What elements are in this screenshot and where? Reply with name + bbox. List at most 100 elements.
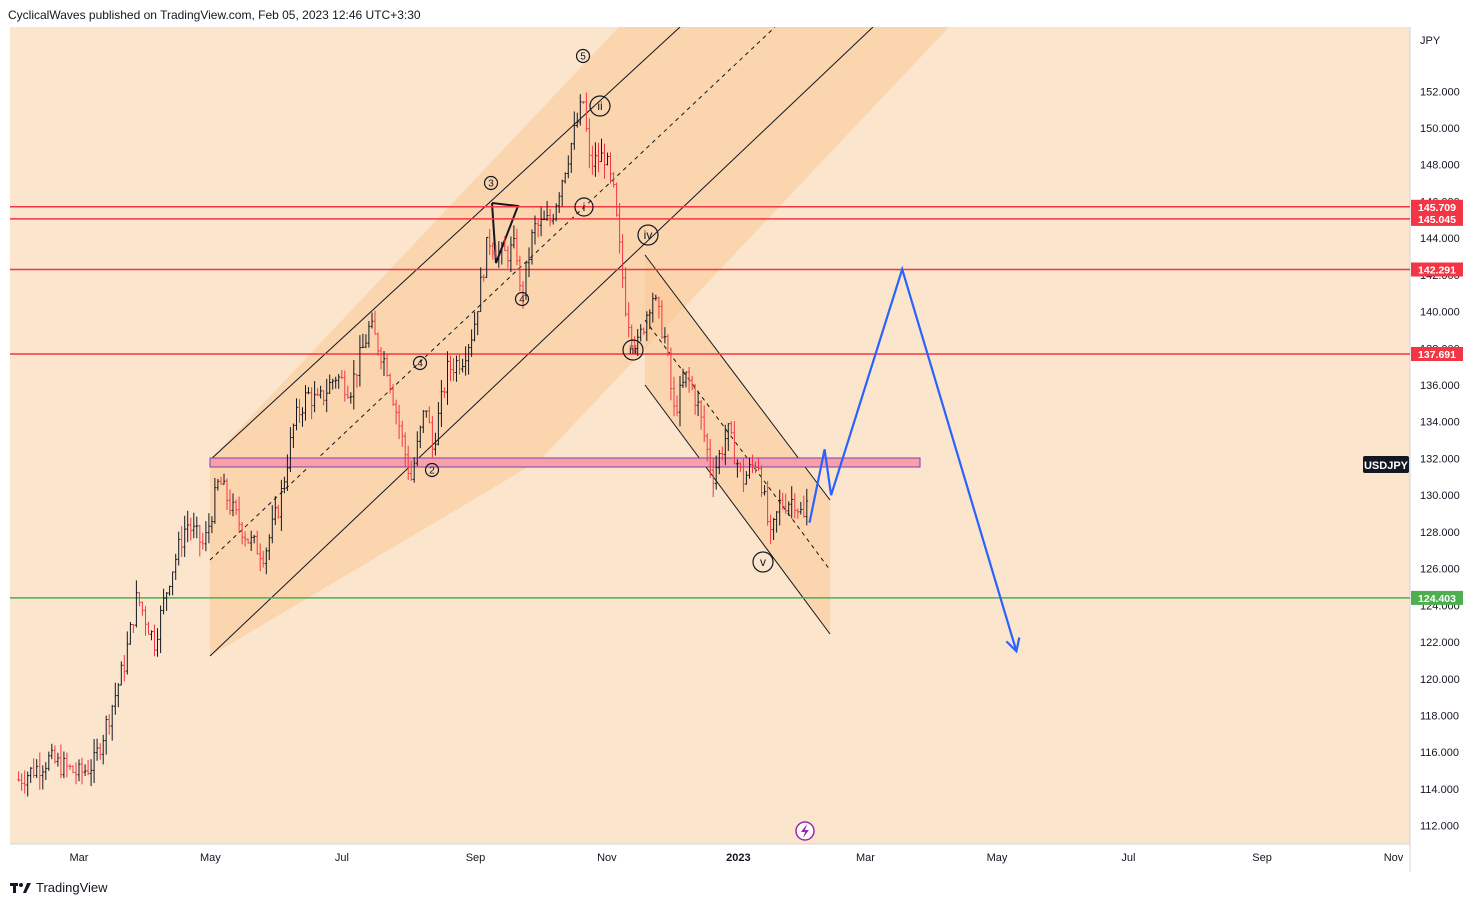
resistance-zone[interactable] (209, 457, 921, 468)
wave-label[interactable]: 4 (514, 291, 530, 307)
ohlc-bar (434, 432, 437, 456)
y-tick-label: 120.000 (1420, 674, 1460, 686)
ohlc-bar (657, 296, 661, 319)
ohlc-bar (307, 387, 310, 395)
ohlc-bar (189, 517, 193, 541)
ohlc-bar (364, 334, 368, 349)
wave-label[interactable]: ii (589, 95, 611, 117)
ohlc-bar (343, 370, 347, 402)
ohlc-bar (210, 516, 214, 534)
ohlc-bar (328, 374, 331, 394)
wave-label[interactable]: iii (622, 339, 644, 361)
ohlc-bar (597, 142, 600, 173)
ohlc-bar (742, 458, 745, 493)
projection-path[interactable] (808, 265, 1018, 652)
x-tick-label: Jul (335, 852, 349, 864)
ohlc-bar (730, 421, 733, 435)
ohlc-bar (280, 479, 283, 531)
ohlc-bar (313, 381, 316, 413)
level-price-tag-bg (1411, 199, 1463, 214)
wave3-triangle[interactable] (491, 202, 520, 264)
ohlc-bar (159, 605, 162, 654)
ohlc-bar (699, 400, 703, 430)
ohlc-bar (736, 459, 739, 478)
ohlc-bar (373, 310, 377, 335)
ohlc-bar (59, 744, 63, 779)
ohlc-bar (258, 543, 262, 572)
ohlc-bar (763, 485, 766, 496)
ohlc-bar (560, 179, 564, 207)
ohlc-bar (298, 399, 301, 423)
svg-text:i: i (583, 200, 586, 214)
ohlc-bar (724, 424, 727, 466)
ohlc-bar (286, 454, 289, 491)
ohlc-bar (38, 752, 42, 790)
y-tick-label: 148.000 (1420, 160, 1460, 172)
ascending-channel-upper-line[interactable] (209, 27, 681, 461)
ohlc-bar (506, 245, 510, 269)
lightning-icon[interactable] (795, 821, 815, 841)
wave-label[interactable]: 5 (575, 48, 591, 64)
svg-text:v: v (760, 555, 766, 569)
ohlc-bar (337, 374, 340, 389)
ohlc-bar (168, 585, 171, 596)
ohlc-bar (222, 473, 226, 485)
wave-label[interactable]: iv (637, 224, 659, 246)
ohlc-bar (107, 714, 111, 735)
descending-channel-mid-line[interactable] (644, 319, 831, 571)
level-price-tag-bg (1411, 211, 1463, 226)
ohlc-bar (714, 455, 718, 490)
ohlc-bar (458, 354, 461, 375)
footer-brand[interactable]: TradingView (10, 880, 108, 895)
ohlc-bar (234, 499, 238, 515)
x-tick-label: Mar (70, 852, 89, 864)
ohlc-bar (739, 462, 742, 472)
ohlc-bar (98, 743, 102, 760)
ohlc-bar (503, 236, 507, 252)
ohlc-bar (708, 439, 712, 478)
ohlc-bar (114, 682, 117, 715)
wave-label[interactable]: 2 (424, 462, 440, 478)
ohlc-bar (545, 200, 549, 221)
level-price-tag-bg (1411, 347, 1463, 361)
ohlc-bar (509, 236, 513, 272)
level-price-tag: 145.045 (1418, 214, 1456, 226)
ohlc-bar (225, 478, 229, 510)
ohlc-bar (606, 152, 609, 166)
ohlc-bar (295, 398, 298, 431)
ohlc-bar (536, 219, 540, 238)
ohlc-bar (727, 423, 730, 451)
wave-label[interactable]: 4 (412, 355, 428, 371)
ohlc-bar (156, 628, 159, 657)
ohlc-bar (542, 210, 546, 221)
projection-arrowhead (1005, 637, 1021, 654)
price-axis-background (1410, 27, 1468, 844)
descending-channel-lower-line[interactable] (644, 384, 831, 635)
wave-label[interactable]: i (574, 197, 594, 217)
ohlc-bar (772, 517, 775, 540)
wave-label[interactable]: 3 (483, 175, 499, 191)
x-tick-label: 2023 (726, 852, 750, 864)
svg-text:iv: iv (644, 228, 653, 242)
ohlc-bar (636, 329, 639, 356)
ohlc-bar (663, 327, 667, 344)
ohlc-bar (594, 142, 597, 177)
ohlc-bar (612, 172, 615, 188)
wave-label[interactable]: v (752, 551, 774, 573)
ascending-channel-lower-line[interactable] (209, 27, 874, 657)
ohlc-bar (201, 532, 205, 550)
ascending-channel-mid-line[interactable] (209, 27, 776, 561)
ohlc-bar (473, 311, 476, 342)
ohlc-bar (527, 247, 531, 278)
ohlc-bar (195, 516, 199, 539)
ohlc-bar (120, 661, 123, 686)
ohlc-bar (361, 333, 365, 349)
ohlc-bar (101, 734, 105, 765)
ohlc-bar (464, 346, 467, 376)
ohlc-bar (627, 302, 630, 338)
ohlc-bar (669, 347, 673, 401)
ohlc-bar (799, 501, 803, 515)
ohlc-bar (183, 515, 186, 557)
